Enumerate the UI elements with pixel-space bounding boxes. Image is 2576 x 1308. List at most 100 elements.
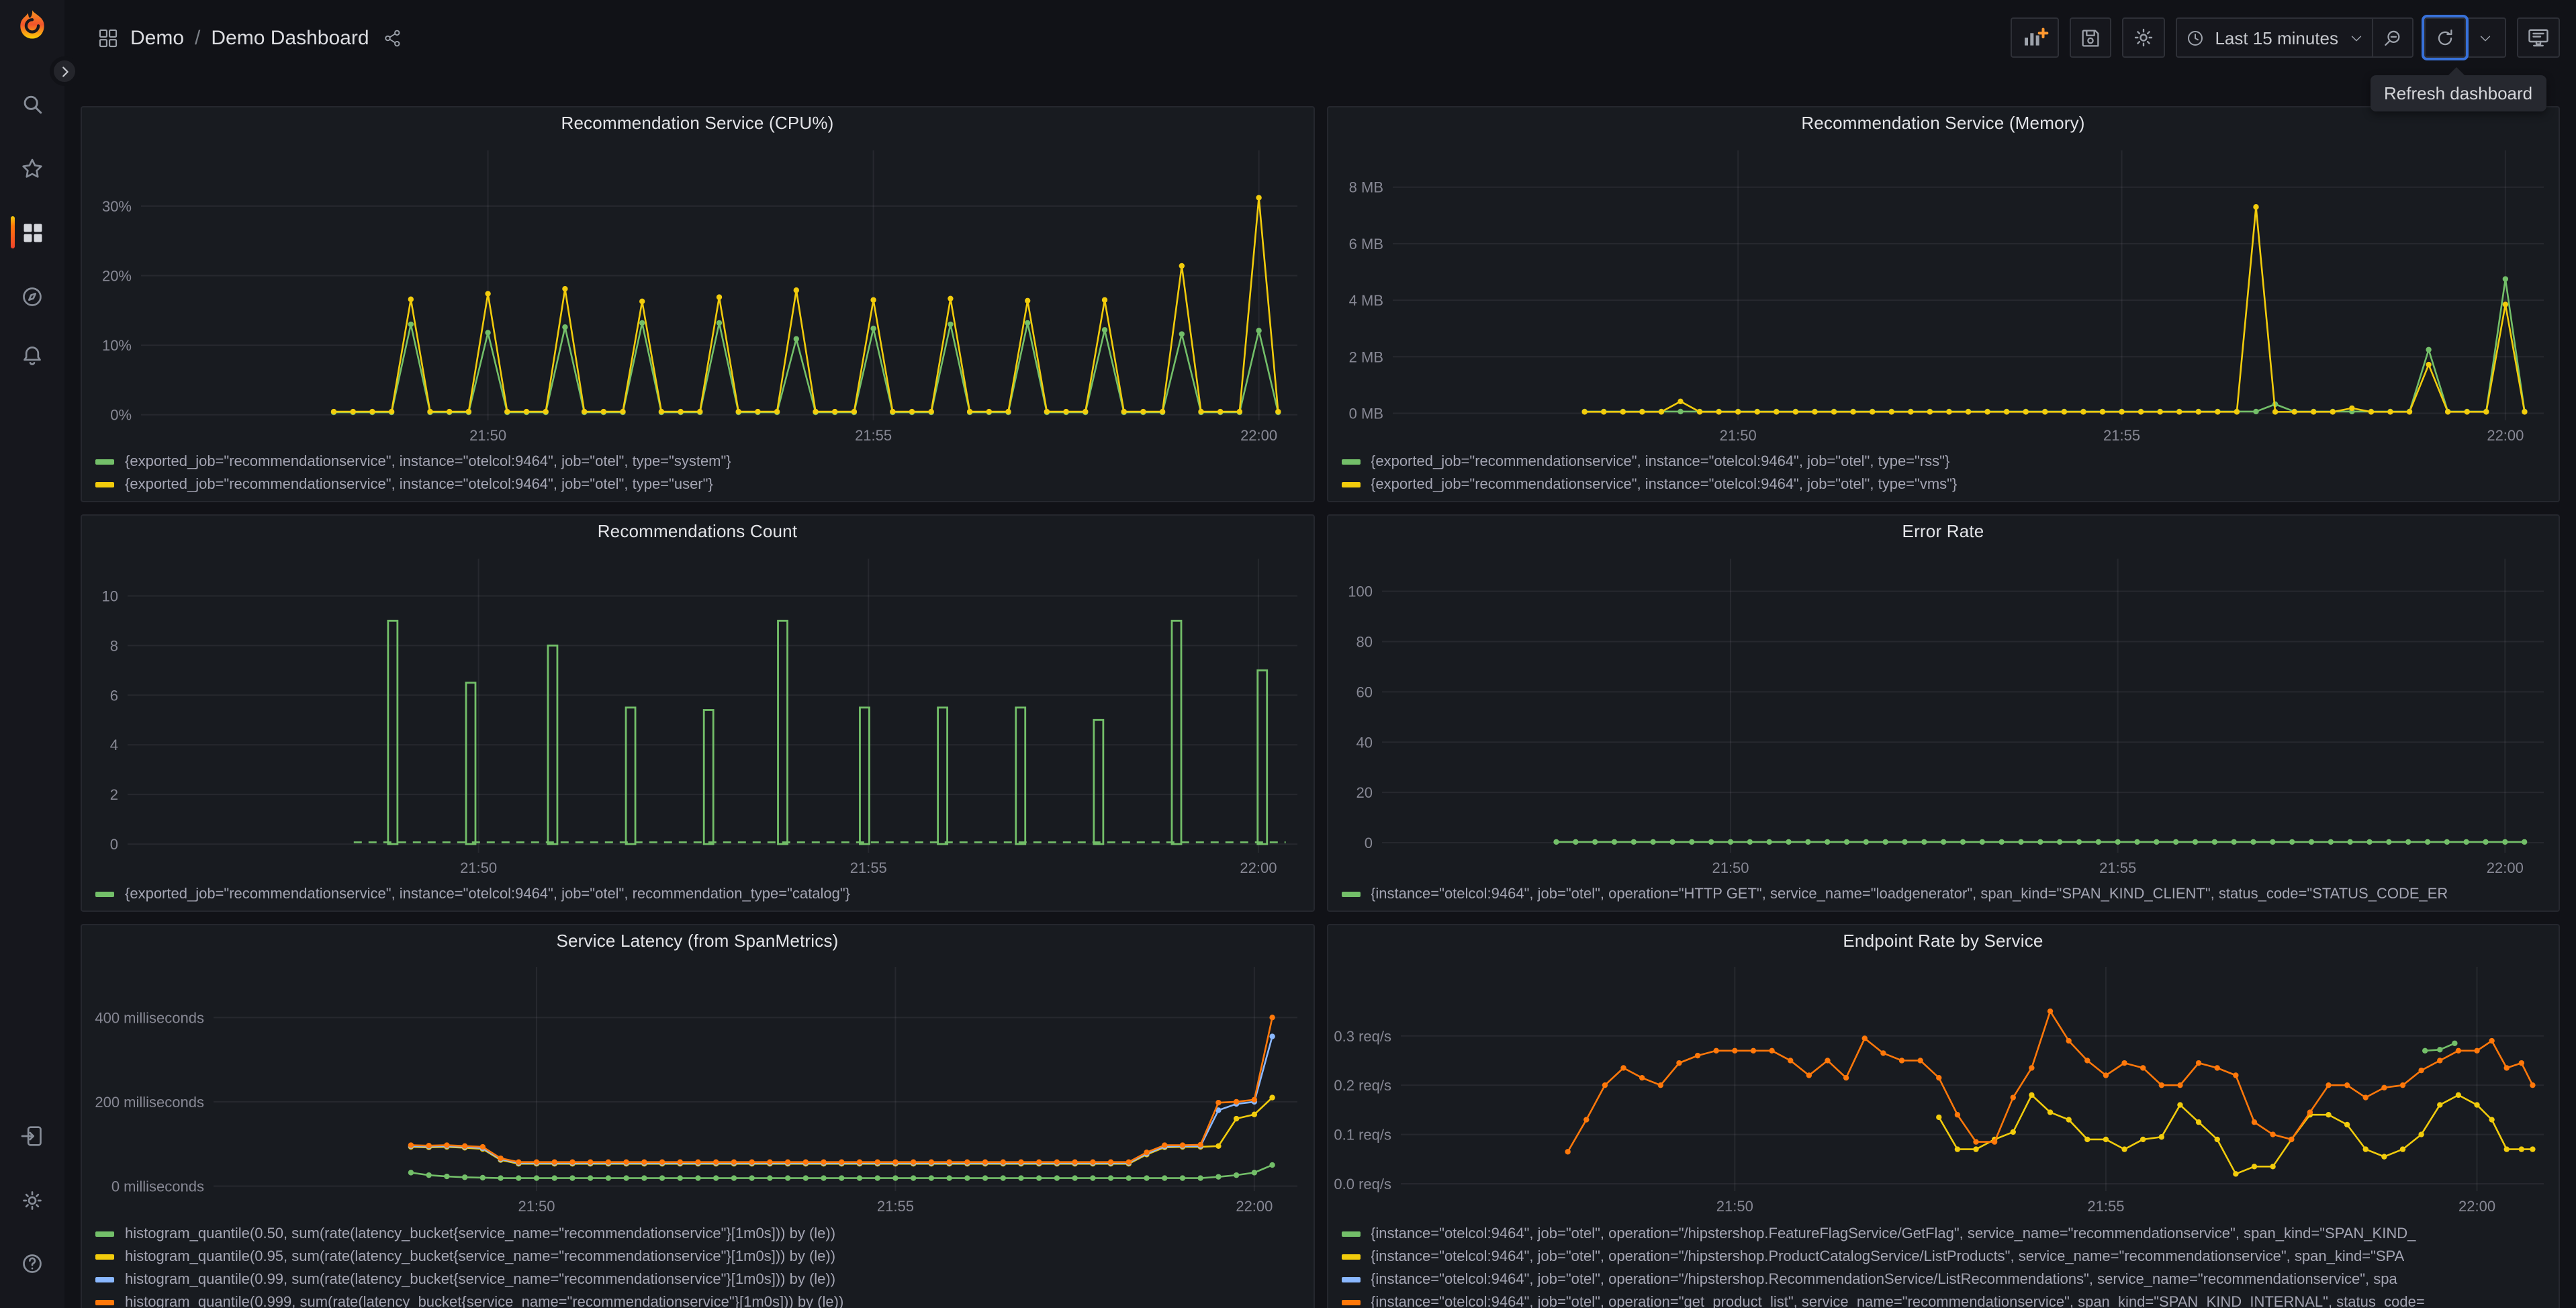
refresh-group <box>2422 15 2506 60</box>
time-range-label: Last 15 minutes <box>2215 28 2338 48</box>
apps-grid-icon[interactable] <box>97 26 120 49</box>
panel-title[interactable]: Recommendation Service (Memory) <box>1328 107 2559 139</box>
svg-text:80: 80 <box>1356 633 1372 650</box>
legend-item[interactable]: {instance="otelcol:9464", job="otel", op… <box>1341 882 2559 905</box>
time-picker-group: Last 15 minutes <box>2176 17 2413 58</box>
breadcrumb-dashboard[interactable]: Demo Dashboard <box>211 26 369 49</box>
legend-label: {instance="otelcol:9464", job="otel", op… <box>1371 1294 2425 1308</box>
breadcrumb-folder[interactable]: Demo <box>130 26 185 49</box>
sidebar-item-alerting[interactable] <box>0 333 64 379</box>
toolbar: Last 15 minutes <box>2011 15 2560 60</box>
sidebar-item-search[interactable] <box>0 82 64 128</box>
dashboard-header: Demo / Demo Dashboard Last 15 minutes <box>64 0 2576 75</box>
panel-title-text: Endpoint Rate by Service <box>1843 931 2043 951</box>
svg-text:21:50: 21:50 <box>460 859 497 876</box>
svg-text:21:50: 21:50 <box>518 1199 555 1215</box>
panel: Recommendation Service (CPU%) 21:50 21:55… <box>81 106 1314 502</box>
panel-title-text: Service Latency (from SpanMetrics) <box>556 931 839 951</box>
svg-text:2 MB: 2 MB <box>1348 348 1383 365</box>
gear-icon <box>2135 28 2153 47</box>
star-icon <box>22 158 42 178</box>
legend-label: histogram_quantile(0.95, sum(rate(latenc… <box>125 1248 836 1264</box>
sidebar-expand-button[interactable] <box>50 56 79 86</box>
dashboard-settings-button[interactable] <box>2122 17 2166 58</box>
svg-text:21:55: 21:55 <box>850 859 887 876</box>
svg-text:22:00: 22:00 <box>1240 859 1277 876</box>
time-series-chart[interactable]: 21:50 21:55 22:00 0% 10% 20% 30% <box>82 139 1313 450</box>
panel: Error Rate 21:50 21:55 22:00 0 20 40 60 80 100 {… <box>1326 514 2560 912</box>
legend-label: {exported_job="recommendationservice", i… <box>1371 476 1958 492</box>
panel-title-text: Error Rate <box>1902 521 1984 542</box>
panel: Recommendation Service (Memory) 21:50 21:… <box>1326 106 2560 502</box>
legend-label: histogram_quantile(0.99, sum(rate(latenc… <box>125 1271 836 1287</box>
sidebar-item-configuration[interactable] <box>0 1178 64 1223</box>
legend-label: {instance="otelcol:9464", job="otel", op… <box>1371 1271 2397 1287</box>
legend-color-chip <box>1341 1231 1360 1236</box>
sidebar-item-dashboards[interactable] <box>0 209 64 255</box>
svg-text:22:00: 22:00 <box>1236 1199 1273 1215</box>
kiosk-mode-button[interactable] <box>2517 17 2560 58</box>
panel-legend: {exported_job="recommendationservice", i… <box>82 450 1313 501</box>
panel-title[interactable]: Recommendation Service (CPU%) <box>82 107 1313 139</box>
panel-legend: {instance="otelcol:9464", job="otel", op… <box>1328 882 2559 910</box>
legend-color-chip <box>95 1299 114 1305</box>
legend-item[interactable]: {exported_job="recommendationservice", i… <box>1341 450 2559 473</box>
svg-text:0: 0 <box>110 835 118 852</box>
panel-title[interactable]: Service Latency (from SpanMetrics) <box>82 925 1313 957</box>
legend-item[interactable]: histogram_quantile(0.99, sum(rate(latenc… <box>95 1268 1313 1291</box>
grafana-logo[interactable] <box>0 8 64 43</box>
share-dashboard-button[interactable] <box>383 28 403 48</box>
svg-text:0: 0 <box>1364 834 1372 851</box>
time-series-chart[interactable]: 21:50 21:55 22:00 0 20 40 60 80 100 <box>1328 547 2559 882</box>
sidebar-item-help[interactable] <box>0 1241 64 1287</box>
legend-color-chip <box>1341 1299 1360 1305</box>
svg-text:21:50: 21:50 <box>1716 1199 1753 1215</box>
panel-title[interactable]: Endpoint Rate by Service <box>1328 925 2559 957</box>
time-series-chart[interactable]: 21:50 21:55 22:00 0.0 req/s 0.1 req/s 0.2 req… <box>1328 957 2559 1222</box>
time-series-chart[interactable]: 21:50 21:55 22:00 0 2 4 6 8 10 <box>82 547 1313 882</box>
legend-item[interactable]: {exported_job="recommendationservice", i… <box>95 450 1313 473</box>
svg-text:6 MB: 6 MB <box>1348 235 1383 252</box>
svg-text:0 milliseconds: 0 milliseconds <box>111 1178 204 1195</box>
sidebar-item-explore[interactable] <box>0 274 64 320</box>
legend-item[interactable]: histogram_quantile(0.50, sum(rate(latenc… <box>95 1222 1313 1245</box>
legend-item[interactable]: {instance="otelcol:9464", job="otel", op… <box>1341 1222 2559 1245</box>
panel-title[interactable]: Recommendations Count <box>82 516 1313 547</box>
svg-text:10%: 10% <box>102 336 132 353</box>
zoom-out-button[interactable] <box>2373 17 2413 58</box>
legend-label: {exported_job="recommendationservice", i… <box>125 453 731 469</box>
svg-text:0.0 req/s: 0.0 req/s <box>1333 1176 1391 1193</box>
refresh-dashboard-button[interactable] <box>2422 15 2469 60</box>
legend-label: {exported_job="recommendationservice", i… <box>1371 453 1950 469</box>
refresh-interval-dropdown[interactable] <box>2466 17 2506 58</box>
tooltip-text: Refresh dashboard <box>2384 83 2533 103</box>
legend-item[interactable]: {instance="otelcol:9464", job="otel", op… <box>1341 1291 2559 1308</box>
save-dashboard-button[interactable] <box>2070 17 2112 58</box>
panel-title[interactable]: Error Rate <box>1328 516 2559 547</box>
sidebar-item-sign-in[interactable] <box>0 1113 64 1159</box>
chevron-right-icon <box>62 66 68 77</box>
time-range-picker[interactable]: Last 15 minutes <box>2176 17 2373 58</box>
legend-color-chip <box>95 1254 114 1259</box>
sidebar-item-starred[interactable] <box>0 146 64 192</box>
legend-item[interactable]: {instance="otelcol:9464", job="otel", op… <box>1341 1268 2559 1291</box>
time-series-chart[interactable]: 21:50 21:55 22:00 0 milliseconds 200 millise… <box>82 957 1313 1222</box>
legend-item[interactable]: histogram_quantile(0.95, sum(rate(latenc… <box>95 1245 1313 1268</box>
tooltip-refresh-dashboard: Refresh dashboard <box>2371 67 2546 111</box>
svg-text:60: 60 <box>1356 684 1372 700</box>
save-icon <box>2082 29 2099 46</box>
refresh-icon <box>2438 28 2452 45</box>
legend-color-chip <box>1341 1276 1360 1282</box>
legend-item[interactable]: {exported_job="recommendationservice", i… <box>95 473 1313 496</box>
legend-item[interactable]: {exported_job="recommendationservice", i… <box>1341 473 2559 496</box>
panel-legend: {instance="otelcol:9464", job="otel", op… <box>1328 1222 2559 1308</box>
legend-color-chip <box>95 1276 114 1282</box>
share-alt-icon <box>384 29 400 46</box>
add-panel-button[interactable] <box>2011 17 2060 58</box>
svg-text:22:00: 22:00 <box>1240 426 1277 443</box>
legend-item[interactable]: {exported_job="recommendationservice", i… <box>95 882 1313 905</box>
legend-item[interactable]: histogram_quantile(0.999, sum(rate(laten… <box>95 1291 1313 1308</box>
time-series-chart[interactable]: 21:50 21:55 22:00 0 MB 2 MB 4 MB 6 MB 8 MB <box>1328 139 2559 450</box>
legend-item[interactable]: {instance="otelcol:9464", job="otel", op… <box>1341 1245 2559 1268</box>
